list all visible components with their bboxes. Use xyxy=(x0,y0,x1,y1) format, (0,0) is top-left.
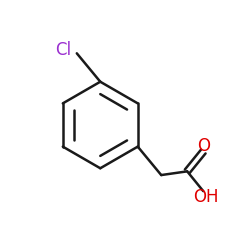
Text: Cl: Cl xyxy=(55,41,71,59)
Text: OH: OH xyxy=(194,188,219,206)
Text: O: O xyxy=(197,137,210,155)
